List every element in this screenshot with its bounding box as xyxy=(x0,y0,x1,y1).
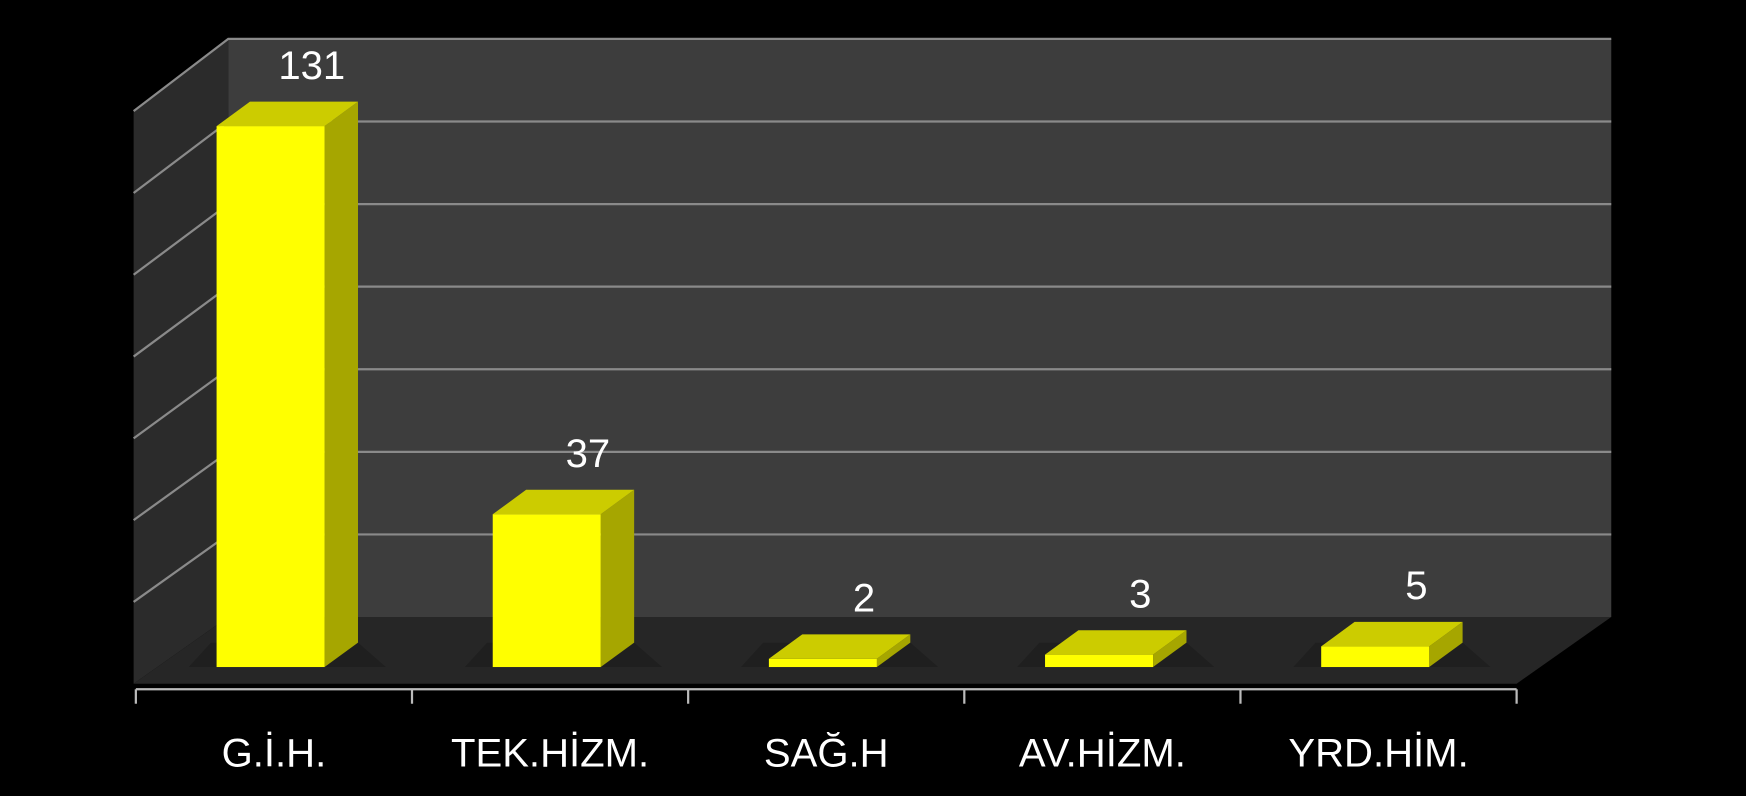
bar-side xyxy=(1429,621,1463,668)
bar-top xyxy=(1321,621,1463,647)
bar xyxy=(768,658,877,668)
bar-side xyxy=(876,634,911,668)
x-tick-label: G.İ.H. xyxy=(222,731,327,776)
back-wall xyxy=(228,38,1612,618)
value-label: 37 xyxy=(566,432,611,476)
bar-side xyxy=(1153,630,1187,668)
side-wall xyxy=(133,38,229,684)
bar xyxy=(1045,654,1154,668)
value-label: 3 xyxy=(1129,572,1151,616)
x-tick-label: YRD.HİM. xyxy=(1288,731,1468,776)
grid-line xyxy=(132,37,1612,113)
bar-top xyxy=(768,634,911,659)
bar-top xyxy=(1045,630,1187,655)
x-tick-label: TEK.HİZM. xyxy=(451,731,649,776)
x-tick-label: AV.HİZM. xyxy=(1019,731,1186,776)
bar-side xyxy=(324,101,358,668)
bar xyxy=(492,514,601,668)
bar-side xyxy=(600,489,635,668)
bar-top xyxy=(216,101,358,127)
value-label: 131 xyxy=(278,44,345,88)
bar xyxy=(216,126,325,668)
bar-top xyxy=(492,489,635,515)
value-label: 2 xyxy=(853,577,875,621)
x-tick-label: SAĞ.H xyxy=(764,731,889,776)
bar xyxy=(1321,646,1430,668)
value-label: 5 xyxy=(1405,564,1427,608)
